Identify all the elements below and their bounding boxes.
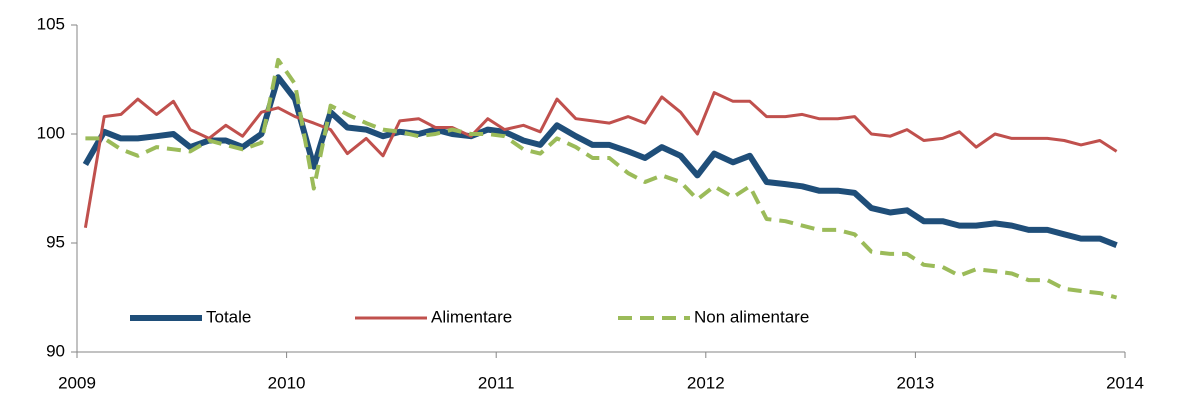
x-tick-label: 2013	[896, 373, 934, 392]
x-tick-label: 2012	[687, 373, 725, 392]
legend-label: Alimentare	[431, 307, 512, 326]
series-line	[85, 57, 1118, 300]
y-tick-label: 105	[37, 14, 65, 33]
x-tick-label: 2010	[268, 373, 306, 392]
series-line	[83, 91, 1118, 228]
x-tick-label: 2014	[1106, 373, 1144, 392]
x-tick-label: 2009	[58, 373, 96, 392]
legend-label: Totale	[206, 307, 251, 326]
y-tick-label: 100	[37, 123, 65, 142]
legend-label: Non alimentare	[694, 307, 809, 326]
series-line	[82, 74, 1118, 248]
x-tick-label: 2011	[478, 373, 515, 392]
y-tick-label: 90	[46, 341, 65, 360]
y-tick-label: 95	[46, 232, 65, 251]
